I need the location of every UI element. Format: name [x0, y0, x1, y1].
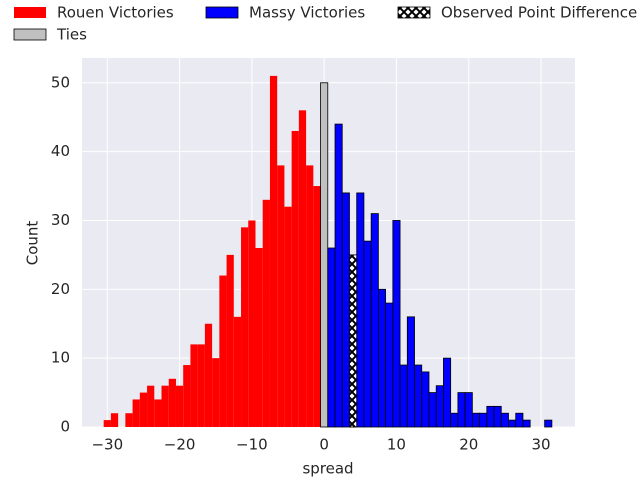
x-tick-label: 10	[387, 436, 406, 454]
bar	[471, 412, 480, 428]
bar	[385, 302, 394, 428]
bar	[125, 413, 133, 427]
bar	[219, 275, 227, 427]
legend-label: Massy Victories	[249, 4, 365, 22]
legend-label: Observed Point Difference	[441, 4, 637, 22]
bar	[204, 323, 213, 427]
bar	[392, 220, 401, 428]
bar	[197, 344, 205, 427]
bar	[110, 413, 119, 427]
bar	[370, 213, 379, 428]
x-tick-label: 30	[531, 436, 550, 454]
bar	[500, 412, 509, 428]
bar	[435, 385, 444, 428]
bar	[450, 412, 459, 428]
bar	[147, 385, 155, 427]
legend-label: Ties	[56, 26, 87, 44]
bar	[291, 130, 299, 427]
bar	[183, 365, 191, 427]
bar	[255, 248, 263, 427]
bar	[508, 419, 517, 428]
bar	[161, 385, 169, 427]
bar	[168, 378, 176, 427]
x-tick-label: −10	[236, 436, 268, 454]
bar	[248, 220, 256, 427]
y-tick-label: 20	[51, 280, 70, 298]
bar	[493, 405, 502, 428]
bar	[277, 165, 285, 428]
bar	[154, 399, 162, 427]
bar	[356, 192, 365, 428]
bar	[443, 357, 452, 428]
bar	[363, 240, 372, 428]
bar	[464, 392, 473, 428]
bar	[414, 364, 423, 428]
y-tick-label: 50	[51, 73, 70, 91]
legend-swatch	[397, 6, 431, 19]
bar	[522, 419, 531, 428]
bar	[399, 364, 408, 428]
bar	[139, 392, 148, 427]
bar	[421, 371, 430, 428]
bar	[298, 110, 307, 427]
bar	[327, 247, 336, 428]
bar	[320, 82, 329, 428]
legend-label: Rouen Victories	[57, 4, 174, 22]
bar	[103, 420, 111, 427]
bar	[479, 412, 488, 428]
legend-swatch	[205, 6, 239, 19]
bar	[334, 123, 343, 428]
y-tick-label: 40	[51, 142, 70, 160]
bar	[486, 405, 495, 428]
bar	[406, 316, 415, 428]
bar	[190, 344, 198, 427]
bar	[349, 254, 358, 428]
bar	[132, 399, 140, 427]
bar	[515, 412, 524, 428]
legend-swatch	[13, 28, 47, 41]
y-tick-label: 10	[51, 349, 70, 367]
bar	[226, 254, 234, 427]
x-tick-label: −30	[91, 436, 123, 454]
y-tick-label: 0	[60, 418, 70, 436]
bar	[233, 316, 242, 427]
x-axis-label: spread	[302, 460, 353, 478]
bar	[269, 75, 278, 427]
bar	[262, 199, 270, 427]
bar	[313, 186, 321, 427]
bar	[241, 227, 249, 427]
bar	[341, 192, 350, 428]
bar	[457, 392, 466, 428]
y-axis-label: Count	[24, 221, 42, 266]
x-tick-label: 20	[459, 436, 478, 454]
bar	[175, 385, 184, 427]
bar	[284, 206, 292, 427]
x-tick-label: 0	[319, 436, 329, 454]
bar	[306, 165, 314, 428]
legend-swatch	[14, 7, 46, 18]
y-tick-label: 30	[51, 211, 70, 229]
bar	[544, 419, 553, 428]
bar	[212, 358, 220, 427]
x-tick-label: −20	[164, 436, 196, 454]
bar	[377, 288, 387, 428]
bar	[428, 392, 437, 428]
